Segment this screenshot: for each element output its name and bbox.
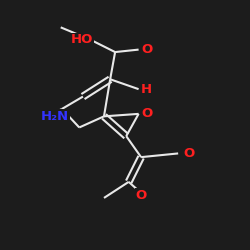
Text: O: O <box>141 108 152 120</box>
Text: O: O <box>183 147 194 160</box>
Text: HO: HO <box>70 33 93 46</box>
Text: O: O <box>141 43 152 56</box>
Text: H₂N: H₂N <box>41 110 69 123</box>
Text: O: O <box>136 189 147 202</box>
Text: H: H <box>141 83 152 96</box>
